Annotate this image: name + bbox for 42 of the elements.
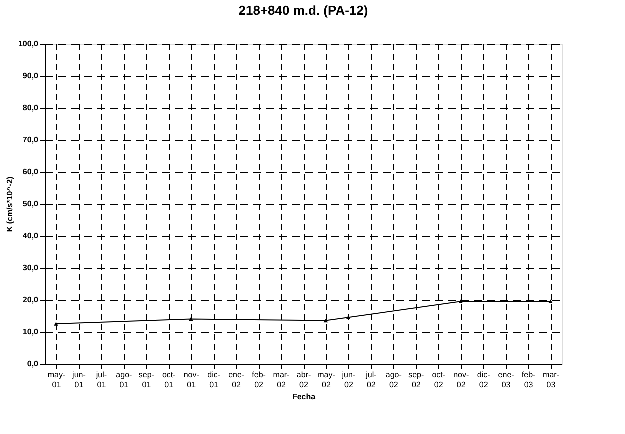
x-tick-label: ago-02: [386, 370, 402, 390]
x-tick-label: dic-02: [477, 370, 491, 390]
x-tick-label: sep-01: [138, 370, 155, 390]
x-tick-label: ago-01: [116, 370, 133, 390]
x-tick-label: ene-02: [228, 370, 245, 390]
x-tick-label: feb-03: [522, 370, 536, 390]
y-tick-label: 40,0: [22, 232, 40, 240]
point: [188, 317, 194, 322]
x-tick-label: feb-02: [252, 370, 266, 390]
y-tick-label: 50,0: [22, 200, 40, 208]
x-tick-label: may-01: [48, 370, 66, 390]
x-tick-label: sep-02: [408, 370, 425, 390]
point: [324, 318, 328, 323]
y-tick-label: 80,0: [22, 104, 40, 112]
y-tick-label: 90,0: [22, 72, 40, 80]
y-tick-label: 70,0: [22, 136, 40, 144]
x-axis-title: Fecha: [292, 392, 316, 402]
x-tick-label: oct-02: [432, 370, 446, 390]
y-tick-label: 0,0: [27, 360, 40, 368]
x-tick-label: nov-02: [454, 370, 470, 390]
y-tick-label: 20,0: [22, 296, 40, 304]
point: [548, 300, 553, 304]
x-tick-label: jun-01: [72, 370, 86, 390]
y-tick-label: 10,0: [22, 328, 40, 336]
x-tick-label: jun-02: [341, 370, 356, 390]
x-tick-label: oct-01: [162, 370, 176, 390]
chart-title: 218+840 m.d. (PA-12): [238, 3, 368, 18]
x-tick-label: may-02: [318, 370, 336, 390]
point: [458, 300, 463, 304]
y-tick-label: 30,0: [22, 264, 40, 272]
x-tick-label: mar-03: [543, 370, 560, 390]
x-tick-label: mar-02: [273, 370, 290, 390]
x-tick-label: jul-02: [365, 370, 378, 390]
x-tick-label: dic-01: [208, 370, 221, 390]
x-tick-label: abr-02: [296, 370, 312, 390]
y-tick-label: 100,0: [18, 40, 40, 48]
x-tick-label: ene-03: [498, 370, 515, 390]
point: [54, 322, 58, 326]
x-tick-label: jul-01: [95, 370, 108, 390]
y-axis-title: K (cm/s*10^-2): [5, 176, 14, 232]
y-tick-label: 60,0: [22, 168, 40, 176]
x-tick-label: nov-01: [184, 370, 200, 390]
